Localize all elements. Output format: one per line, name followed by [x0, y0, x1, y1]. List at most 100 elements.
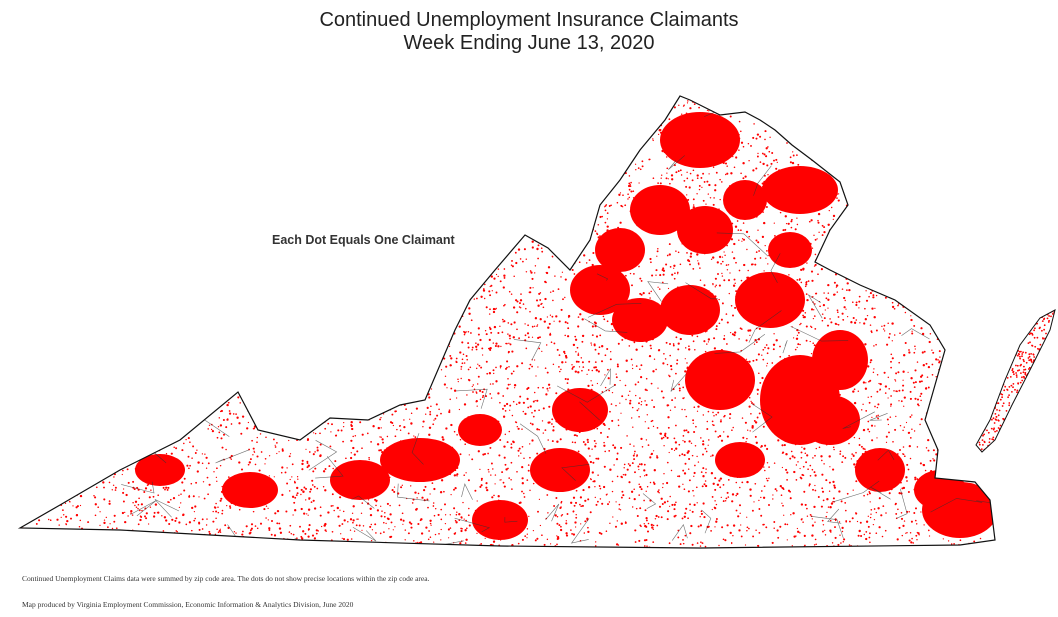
claimant-dot — [395, 167, 397, 170]
claimant-dot — [180, 420, 183, 423]
claimant-dot — [406, 247, 409, 250]
claimant-dot — [575, 489, 578, 492]
claimant-dot — [435, 351, 438, 354]
claimant-dot — [543, 106, 546, 110]
claimant-dot — [896, 155, 899, 158]
claimant-dot — [618, 270, 621, 274]
claimant-dot — [424, 315, 427, 317]
claimant-dot — [876, 141, 879, 143]
claimant-dot — [503, 456, 506, 459]
claimant-dot — [909, 194, 911, 196]
claimant-dot — [861, 168, 864, 170]
claimant-dot — [367, 157, 370, 160]
claimant-dot — [629, 272, 632, 275]
claimant-dot — [30, 427, 32, 429]
claimant-dot — [993, 502, 995, 505]
claimant-dot — [345, 370, 348, 373]
claimant-dot — [348, 202, 351, 205]
claimant-dot — [146, 217, 149, 220]
claimant-dot — [936, 207, 938, 209]
claimant-dot — [312, 470, 315, 473]
claimant-dot — [998, 107, 1000, 109]
dense-area — [677, 206, 733, 254]
claimant-dot — [387, 137, 390, 140]
claimant-dot — [250, 523, 254, 526]
claimant-dot — [86, 482, 88, 484]
claimant-dot — [297, 396, 299, 398]
claimant-dot — [538, 158, 541, 160]
claimant-dot — [118, 127, 122, 130]
claimant-dot — [485, 360, 488, 363]
claimant-dot — [335, 484, 338, 487]
claimant-dot — [381, 258, 383, 260]
claimant-dot — [404, 318, 406, 321]
claimant-dot — [365, 544, 367, 547]
claimant-dot — [309, 286, 312, 289]
claimant-dot — [955, 331, 958, 334]
claimant-dot — [942, 108, 944, 111]
claimant-dot — [670, 368, 673, 371]
claimant-dot — [200, 198, 203, 201]
claimant-dot — [761, 118, 764, 120]
claimant-dot — [845, 96, 849, 98]
claimant-dot — [833, 111, 836, 114]
claimant-dot — [542, 457, 545, 460]
claimant-dot — [849, 212, 852, 214]
claimant-dot — [801, 260, 803, 263]
claimant-dot — [897, 213, 900, 215]
claimant-dot — [759, 96, 762, 97]
claimant-dot — [917, 135, 920, 138]
claimant-dot — [694, 464, 696, 467]
claimant-dot — [855, 480, 858, 483]
claimant-dot — [692, 365, 695, 368]
claimant-dot — [159, 146, 161, 148]
claimant-dot — [219, 464, 222, 467]
claimant-dot — [351, 496, 354, 499]
claimant-dot — [601, 174, 604, 177]
claimant-dot — [517, 186, 520, 188]
claimant-dot — [933, 256, 935, 259]
claimant-dot — [706, 157, 708, 160]
claimant-dot — [368, 152, 371, 154]
claimant-dot — [824, 146, 827, 149]
claimant-dot — [528, 187, 530, 190]
claimant-dot — [54, 440, 56, 442]
claimant-dot — [28, 234, 31, 237]
claimant-dot — [982, 114, 985, 116]
claimant-dot — [466, 160, 469, 163]
claimant-dot — [533, 547, 536, 548]
claimant-dot — [807, 100, 810, 103]
claimant-dot — [484, 260, 487, 263]
claimant-dot — [47, 272, 50, 275]
claimant-dot — [547, 480, 551, 483]
claimant-dot — [509, 176, 512, 179]
claimant-dot — [887, 217, 889, 219]
claimant-dot — [35, 366, 38, 369]
claimant-dot — [942, 335, 945, 339]
claimant-dot — [122, 96, 125, 97]
claimant-dot — [916, 167, 919, 171]
claimant-dot — [119, 221, 122, 224]
claimant-dot — [893, 101, 896, 104]
claimant-dot — [20, 432, 23, 435]
claimant-dot — [740, 130, 742, 133]
claimant-dot — [640, 311, 642, 314]
claimant-dot — [824, 534, 827, 536]
claimant-dot — [554, 275, 556, 277]
claimant-dot — [955, 313, 958, 316]
claimant-dot — [138, 497, 140, 500]
claimant-dot — [666, 110, 669, 112]
claimant-dot — [999, 172, 1001, 174]
claimant-dot — [985, 147, 989, 151]
claimant-dot — [652, 524, 655, 527]
claimant-dot — [872, 236, 875, 239]
claimant-dot — [779, 286, 781, 289]
claimant-dot — [563, 204, 566, 207]
claimant-dot — [996, 140, 997, 141]
claimant-dot — [509, 238, 512, 240]
claimant-dot — [23, 140, 26, 143]
claimant-dot — [475, 527, 478, 530]
claimant-dot — [895, 220, 897, 222]
claimant-dot — [764, 185, 767, 187]
claimant-dot — [276, 522, 279, 525]
